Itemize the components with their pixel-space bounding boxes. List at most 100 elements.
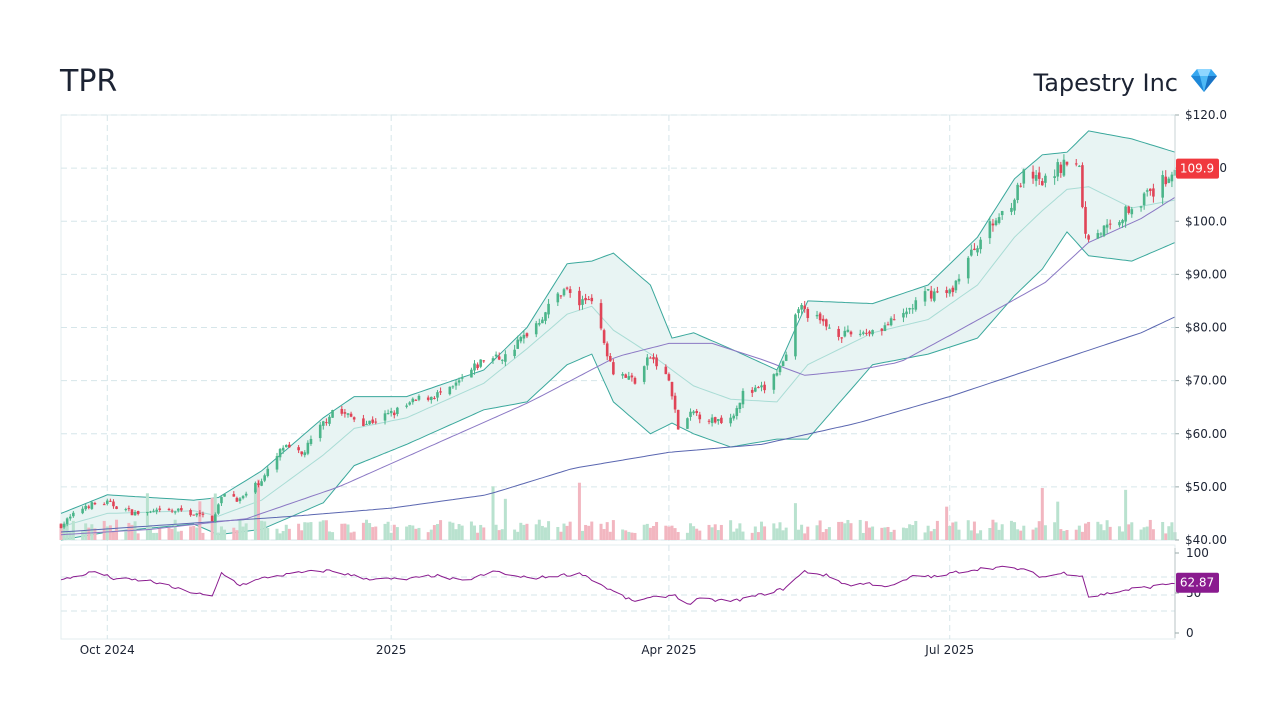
volume-bar [460,525,464,540]
candle-body [201,513,205,515]
volume-bar [540,525,544,540]
candle-body [448,386,452,395]
volume-bar [1077,525,1081,540]
candle-body [929,290,933,299]
candle-body [430,396,433,401]
candle-body [578,290,581,306]
volume-bar [111,531,115,540]
volume-bar [454,529,458,540]
volume-bar [389,532,393,540]
volume-bar [645,523,649,540]
candle-body [750,389,754,393]
volume-bar [414,528,418,540]
candle-body [522,334,526,339]
volume-bar [821,532,825,540]
volume-bar [1151,529,1155,540]
candle-body [331,410,334,418]
volume-bar [491,486,495,540]
candle-body [1074,163,1078,165]
candle-body [408,402,412,405]
volume-bar [867,527,871,540]
rsi-tick-label: 100 [1186,546,1209,560]
candle-body [991,223,995,226]
volume-bar [365,519,369,540]
candle-body [754,387,757,392]
volume-bar [1037,521,1041,540]
volume-bar [935,520,939,540]
candle-body [497,356,501,360]
volume-bar [911,525,915,540]
x-tick-label: Jul 2025 [924,643,974,657]
candle-body [772,374,776,390]
volume-bar [621,529,625,540]
volume-bar [300,530,304,540]
volume-bar [309,522,313,540]
candle-body [1081,165,1084,208]
volume-bar [1099,524,1103,540]
volume-bar [469,521,473,540]
candle-body [1022,169,1026,184]
candle-body [180,508,183,511]
volume-bar [1145,526,1149,540]
volume-bar [534,524,538,540]
candle-body [525,333,529,337]
volume-bar [417,527,421,540]
candle-body [1102,225,1106,236]
volume-bar [713,524,717,540]
y-tick-label: $60.00 [1185,427,1227,441]
volume-bar [781,530,785,540]
volume-bar [1167,526,1171,540]
volume-bar [189,526,193,540]
candle-body [534,323,538,335]
candle-body [90,502,94,509]
candle-body [482,360,486,362]
volume-bar [559,531,563,540]
candle-body [710,417,714,424]
candle-body [1170,174,1174,182]
volume-bar [195,527,199,540]
candle-body [667,374,671,381]
candle-body [630,375,634,378]
volume-bar [994,522,998,540]
candle-body [303,452,307,456]
candle-body [115,506,118,509]
candle-body [81,508,84,514]
candle-body [800,304,803,310]
candle-body [210,515,214,522]
candle-body [213,514,217,522]
candle-body [1031,171,1035,179]
candle-body [741,390,745,405]
volume-bar [429,529,433,540]
volume-bar [908,524,912,540]
x-tick-label: Oct 2024 [80,643,135,657]
candle-body [587,299,590,301]
candle-body [997,217,1001,223]
candle-body [383,413,387,421]
candle-body [232,494,236,497]
candle-body [257,483,260,486]
volume-bar [284,524,288,540]
candle-body [417,395,421,400]
volume-bar [827,527,831,540]
candle-body [519,337,523,342]
volume-bar [371,527,375,540]
candle-body [352,417,356,420]
candle-body [908,308,911,310]
candle-body [112,501,115,507]
volume-bar [642,524,646,540]
volume-bar [849,523,853,540]
candle-body [167,508,171,511]
volume-bar [1105,520,1109,540]
candle-body [189,510,192,516]
candle-body [1034,175,1038,181]
candle-body [871,330,874,335]
candle-body [513,349,516,357]
volume-bar [1056,501,1060,540]
candle-body [198,512,202,514]
candle-body [343,412,347,414]
candle-body [556,293,560,303]
company-name: Tapestry Inc [1033,69,1179,97]
candle-body [655,357,658,367]
candle-body [923,291,927,302]
